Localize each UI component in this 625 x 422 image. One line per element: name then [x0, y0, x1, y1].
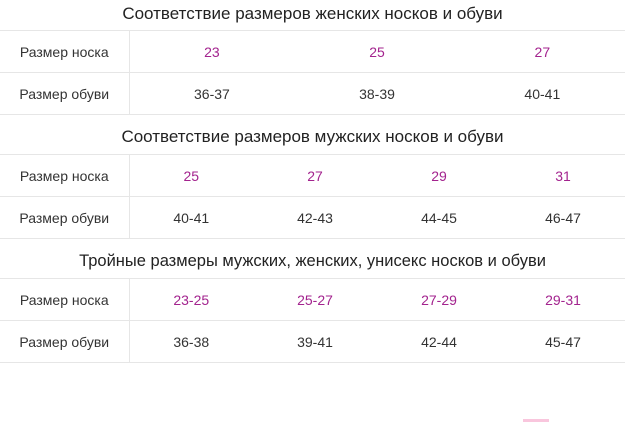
size-section-men: Соответствие размеров мужских носков и о…	[0, 115, 625, 239]
table-row: Размер носка 25 27 29 31	[0, 154, 625, 197]
table-row: Размер носка 23-25 25-27 27-29 29-31	[0, 278, 625, 321]
cell-sock-size: 25	[129, 154, 253, 197]
cell-sock-size: 23-25	[129, 278, 253, 321]
row-label-shoe-size: Размер обуви	[0, 196, 130, 239]
cell-sock-size: 31	[501, 154, 625, 197]
section-title-unisex: Тройные размеры мужских, женских, унисек…	[79, 252, 546, 270]
cell-shoe-size: 42-44	[377, 320, 501, 363]
cell-sock-size: 27-29	[377, 278, 501, 321]
table-row: Размер носка 23 25 27	[0, 30, 625, 73]
size-table-women: Размер носка 23 25 27 Размер обуви 36-37…	[0, 30, 625, 115]
row-label-shoe-size: Размер обуви	[0, 72, 130, 115]
cell-shoe-size: 36-37	[129, 72, 295, 115]
cell-sock-size: 23	[129, 30, 295, 73]
row-label-shoe-size: Размер обуви	[0, 320, 130, 363]
size-table-men: Размер носка 25 27 29 31 Размер обуви 40…	[0, 154, 625, 239]
cell-shoe-size: 46-47	[501, 196, 625, 239]
cell-shoe-size: 40-41	[129, 196, 253, 239]
cell-shoe-size: 40-41	[459, 72, 625, 115]
cell-sock-size: 29-31	[501, 278, 625, 321]
table-row: Размер обуви 40-41 42-43 44-45 46-47	[0, 196, 625, 239]
cell-sock-size: 29	[377, 154, 501, 197]
cell-shoe-size: 42-43	[253, 196, 377, 239]
row-label-sock-size: Размер носка	[0, 154, 130, 197]
size-table-unisex: Размер носка 23-25 25-27 27-29 29-31 Раз…	[0, 278, 625, 363]
cell-sock-size: 25-27	[253, 278, 377, 321]
cell-sock-size: 27	[253, 154, 377, 197]
size-section-women: Соответствие размеров женских носков и о…	[0, 0, 625, 115]
cell-shoe-size: 39-41	[253, 320, 377, 363]
size-section-unisex: Тройные размеры мужских, женских, унисек…	[0, 239, 625, 363]
cell-sock-size: 25	[294, 30, 460, 73]
cell-shoe-size: 44-45	[377, 196, 501, 239]
cell-shoe-size: 45-47	[501, 320, 625, 363]
table-row: Размер обуви 36-38 39-41 42-44 45-47	[0, 320, 625, 363]
cell-shoe-size: 36-38	[129, 320, 253, 363]
row-label-sock-size: Размер носка	[0, 278, 130, 321]
row-label-sock-size: Размер носка	[0, 30, 130, 73]
section-title-men: Соответствие размеров мужских носков и о…	[121, 127, 504, 146]
table-row: Размер обуви 36-37 38-39 40-41	[0, 72, 625, 115]
cell-sock-size: 27	[459, 30, 625, 73]
section-title-women: Соответствие размеров женских носков и о…	[122, 4, 503, 23]
next-table-highlight-fragment	[523, 419, 549, 422]
cell-shoe-size: 38-39	[294, 72, 460, 115]
